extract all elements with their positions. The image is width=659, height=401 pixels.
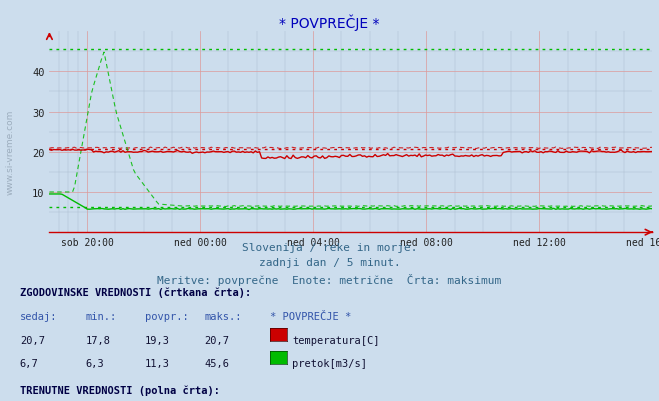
Text: * POVPREČJE *: * POVPREČJE *	[270, 312, 351, 322]
Text: maks.:: maks.:	[204, 312, 242, 322]
Text: sedaj:: sedaj:	[20, 312, 57, 322]
Text: 17,8: 17,8	[86, 335, 111, 345]
Text: pretok[m3/s]: pretok[m3/s]	[292, 358, 367, 368]
Text: www.si-vreme.com: www.si-vreme.com	[5, 110, 14, 195]
Text: 6,7: 6,7	[20, 358, 38, 368]
Text: ZGODOVINSKE VREDNOSTI (črtkana črta):: ZGODOVINSKE VREDNOSTI (črtkana črta):	[20, 287, 251, 297]
Text: * POVPREČJE *: * POVPREČJE *	[279, 14, 380, 30]
Text: min.:: min.:	[86, 312, 117, 322]
Text: Slovenija / reke in morje.: Slovenija / reke in morje.	[242, 243, 417, 253]
Text: Meritve: povprečne  Enote: metrične  Črta: maksimum: Meritve: povprečne Enote: metrične Črta:…	[158, 273, 501, 285]
Text: 20,7: 20,7	[204, 335, 229, 345]
Text: 11,3: 11,3	[145, 358, 170, 368]
Text: 19,3: 19,3	[145, 335, 170, 345]
Text: TRENUTNE VREDNOSTI (polna črta):: TRENUTNE VREDNOSTI (polna črta):	[20, 384, 219, 395]
Text: temperatura[C]: temperatura[C]	[292, 335, 380, 345]
Text: 45,6: 45,6	[204, 358, 229, 368]
Text: 6,3: 6,3	[86, 358, 104, 368]
Text: zadnji dan / 5 minut.: zadnji dan / 5 minut.	[258, 258, 401, 268]
Text: 20,7: 20,7	[20, 335, 45, 345]
Text: povpr.:: povpr.:	[145, 312, 188, 322]
